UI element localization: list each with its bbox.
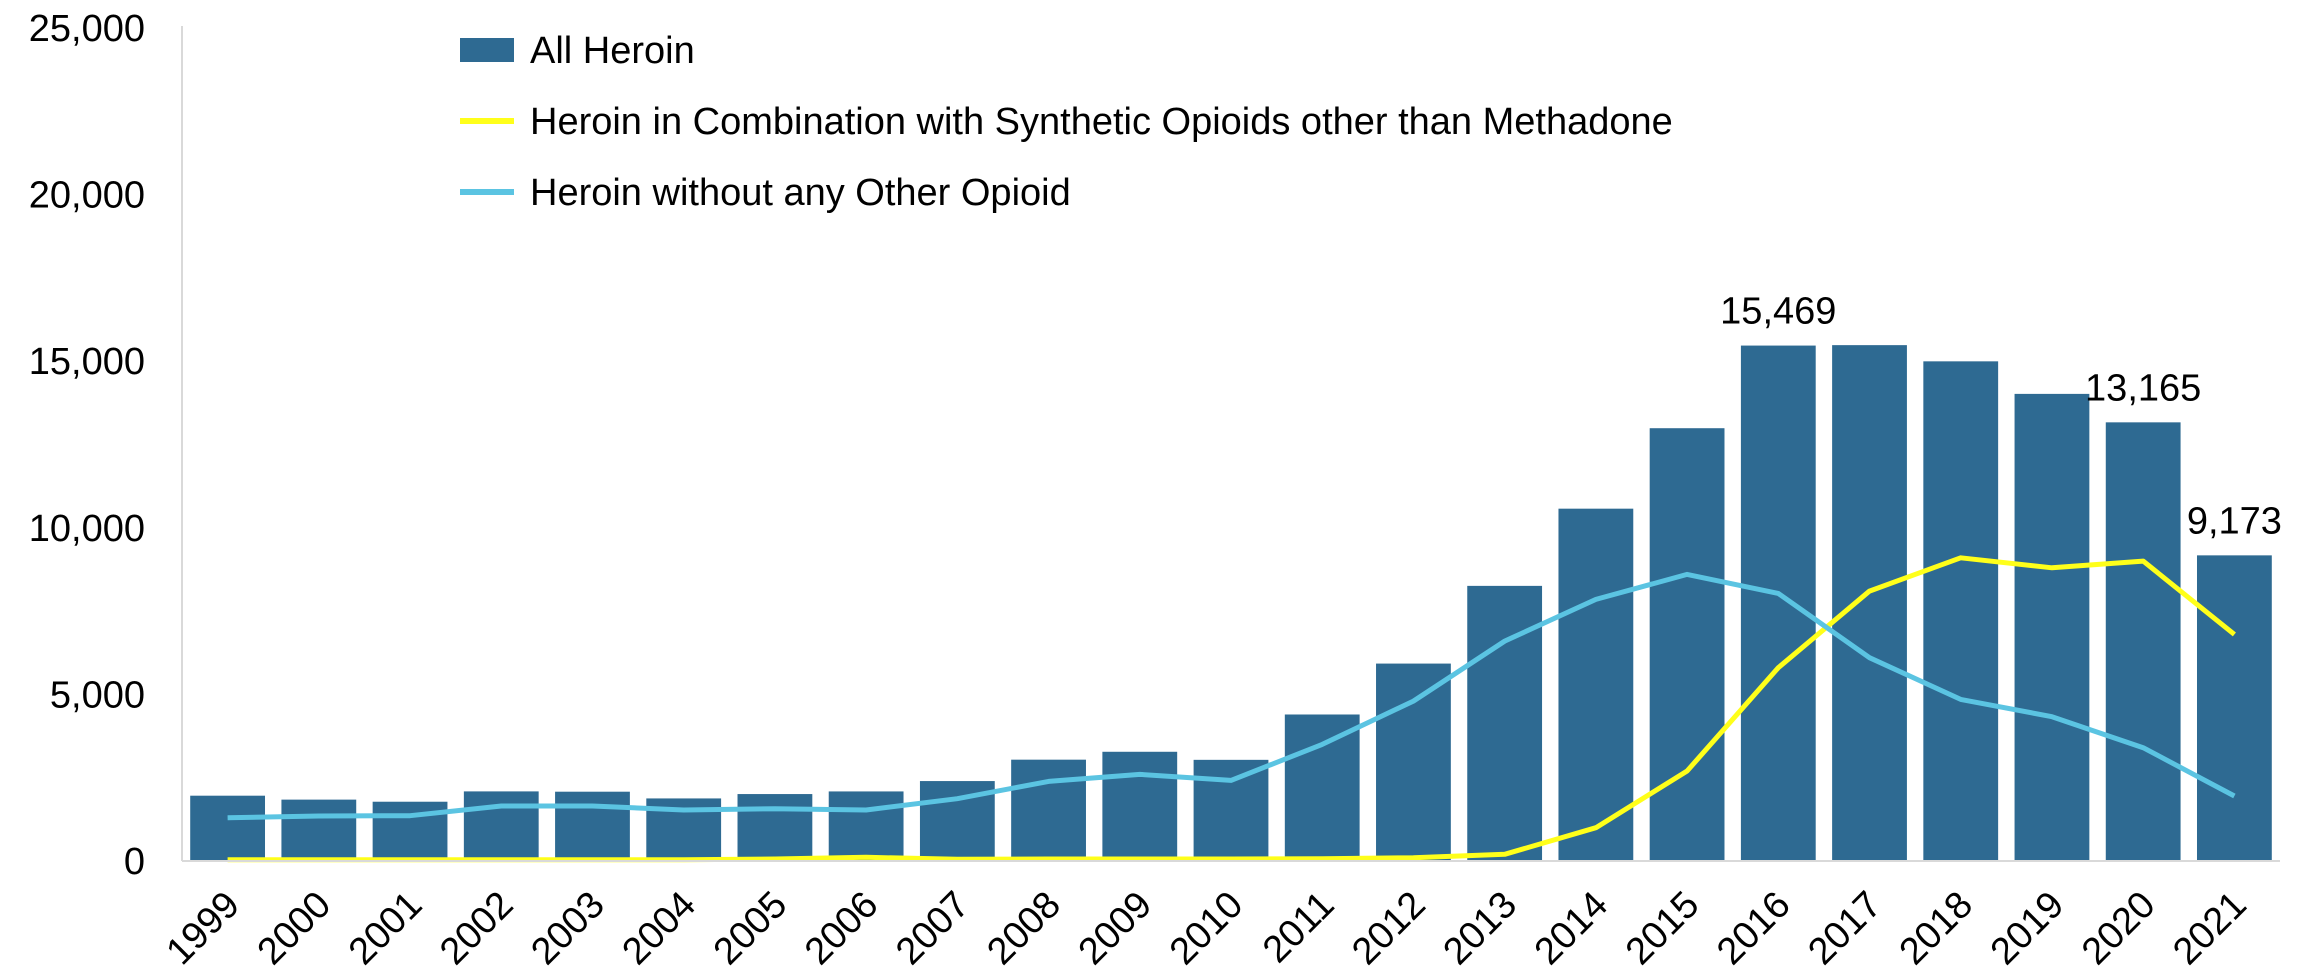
x-tick-label-2010: 2010 xyxy=(1162,884,1251,973)
bar-2015 xyxy=(1649,428,1725,861)
x-tick-label-2016: 2016 xyxy=(1709,884,1798,973)
bar-2010 xyxy=(1193,759,1269,861)
bar-2006 xyxy=(828,791,904,861)
x-tick-label-2020: 2020 xyxy=(2074,884,2163,973)
line-heroin-in-combination-with-synthetic-opioids-other-than-methadone xyxy=(227,555,2236,863)
data-label-2016: 15,469 xyxy=(1720,291,1836,333)
y-tick-label: 5,000 xyxy=(50,674,145,716)
bar-2002 xyxy=(463,791,539,861)
legend-label-all-heroin: All Heroin xyxy=(530,30,695,72)
bar-2000 xyxy=(281,799,357,861)
y-tick-label: 15,000 xyxy=(29,341,145,383)
bar-2018 xyxy=(1923,361,1999,861)
x-tick-label-2006: 2006 xyxy=(797,884,886,973)
x-tick-label-2008: 2008 xyxy=(979,884,1068,973)
x-tick-label-2012: 2012 xyxy=(1344,884,1433,973)
x-tick-label-2013: 2013 xyxy=(1436,884,1525,973)
bar-2016 xyxy=(1740,345,1816,862)
x-tick-label-2017: 2017 xyxy=(1800,884,1889,973)
bar-2014 xyxy=(1558,508,1634,861)
bars-group xyxy=(190,345,2272,862)
x-tick-label-2014: 2014 xyxy=(1527,884,1616,973)
y-tick-label: 10,000 xyxy=(29,508,145,550)
bar-2003 xyxy=(555,791,630,861)
bar-2019 xyxy=(2014,393,2090,861)
x-tick-label-2015: 2015 xyxy=(1618,884,1707,973)
x-tick-label-2005: 2005 xyxy=(706,884,795,973)
x-tick-label-1999: 1999 xyxy=(158,884,247,973)
data-labels: 15,469 13,165 9,173 xyxy=(1720,291,2282,543)
x-tick-label-2001: 2001 xyxy=(341,884,430,973)
x-tick-label-2007: 2007 xyxy=(888,884,977,973)
legend-label-heroin-in-combination-with-synthetic-opioids-other-than-methadone: Heroin in Combination with Synthetic Opi… xyxy=(530,101,1673,143)
y-tick-label: 20,000 xyxy=(29,175,145,217)
x-tick-label-2003: 2003 xyxy=(523,884,612,973)
x-tick-labels: 1999 2000 2001 2002 2003 2004 2005 2006 2007 2008… xyxy=(158,884,2254,973)
lines-group xyxy=(227,555,2236,863)
x-tick-label-2000: 2000 xyxy=(250,884,339,973)
x-tick-label-2011: 2011 xyxy=(1255,884,1342,971)
bar-2008 xyxy=(1011,759,1086,861)
x-tick-label-2019: 2019 xyxy=(1983,884,2072,973)
bar-2020 xyxy=(2105,422,2181,861)
x-tick-label-2009: 2009 xyxy=(1071,884,1160,973)
bar-2011 xyxy=(1284,714,1360,861)
data-label-2021: 9,173 xyxy=(2187,500,2282,542)
x-tick-label-2021: 2021 xyxy=(2165,884,2254,973)
axes-group xyxy=(181,26,2280,862)
y-tick-labels: 0 5,000 10,000 15,000 20,000 25,000 xyxy=(29,8,145,883)
legend: All Heroin Heroin in Combination with Syn… xyxy=(460,30,1673,214)
y-tick-label: 0 xyxy=(124,841,145,883)
bar-2009 xyxy=(1102,751,1178,861)
x-tick-label-2004: 2004 xyxy=(615,884,704,973)
bar-2017 xyxy=(1832,345,1907,861)
data-label-2020: 13,165 xyxy=(2085,367,2201,409)
bar-2021 xyxy=(2196,555,2272,861)
line-heroin-without-any-other-opioid xyxy=(227,571,2236,821)
x-tick-label-2018: 2018 xyxy=(1892,884,1981,973)
legend-swatch-all-heroin xyxy=(460,38,514,62)
y-tick-label: 25,000 xyxy=(29,8,145,50)
bar-2005 xyxy=(737,794,813,861)
x-tick-label-2002: 2002 xyxy=(432,884,521,973)
bar-2012 xyxy=(1376,663,1451,861)
legend-label-heroin-without-any-other-opioid: Heroin without any Other Opioid xyxy=(530,172,1071,214)
bar-1999 xyxy=(190,795,266,861)
